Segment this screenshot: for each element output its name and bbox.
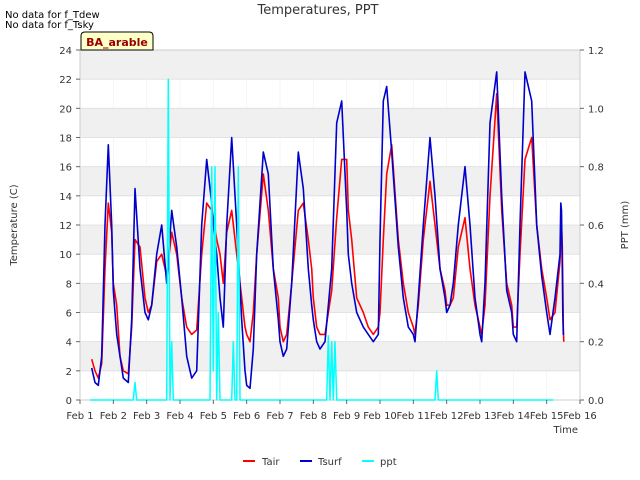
- x-axis-ticks: Feb 1 Feb 2 Feb 3 Feb 4 Feb 5 Feb 6 Feb 7 Feb 8…: [66, 400, 597, 422]
- right-y-tick-label: 0.2: [588, 338, 604, 349]
- series-line-ppt: [90, 78, 554, 401]
- right-y-tick-label: 0.0: [588, 396, 604, 407]
- x-tick-label: Feb 7: [266, 411, 293, 422]
- left-y-tick-label: 8: [66, 279, 72, 290]
- site-badge: BA_arable: [80, 31, 154, 51]
- plot-band: [80, 166, 580, 196]
- left-y-tick-label: 16: [59, 163, 72, 174]
- plot-band: [80, 79, 580, 109]
- right-y-tick-label: 1.2: [588, 46, 604, 57]
- x-tick-label: Feb 15: [530, 411, 564, 422]
- left-y-tick-label: 2: [66, 367, 72, 378]
- chart-title: Temperatures, PPT: [256, 3, 378, 18]
- plot-band: [80, 312, 580, 342]
- note-tdew: No data for f_Tdew: [5, 10, 100, 21]
- left-y-tick-label: 20: [59, 104, 72, 115]
- plot-band: [80, 137, 580, 167]
- left-y-tick-label: 18: [59, 134, 72, 145]
- left-y-tick-label: 24: [59, 46, 72, 57]
- left-y-tick-label: 12: [59, 221, 72, 232]
- plot-band: [80, 50, 580, 80]
- left-y-tick-label: 10: [59, 250, 72, 261]
- legend: Tair Tsurf ppt: [243, 457, 397, 468]
- left-y-tick-label: 6: [66, 309, 72, 320]
- right-y-tick-label: 1.0: [588, 104, 604, 115]
- site-badge-box: [80, 31, 154, 51]
- x-tick-label: Feb 4: [166, 411, 193, 422]
- x-tick-label: Feb 1: [66, 411, 93, 422]
- left-y-tick-label: 14: [59, 192, 72, 203]
- x-tick-label: Feb 6: [233, 411, 260, 422]
- x-tick-label: Feb 16: [563, 411, 597, 422]
- right-y-axis-ticks: 0.0 0.2 0.4 0.6 0.8 1.0 1.2: [580, 46, 604, 407]
- series-line-tsurf: [90, 71, 565, 390]
- x-tick-label: Feb 9: [333, 411, 360, 422]
- x-tick-label: Feb 5: [200, 411, 227, 422]
- x-axis-label: Time: [553, 425, 578, 436]
- x-tick-label: Feb 14: [497, 411, 531, 422]
- plot-background-bands: [80, 50, 580, 400]
- right-y-tick-label: 0.4: [588, 279, 604, 290]
- x-tick-label: Feb 8: [300, 411, 327, 422]
- right-y-axis-label: PPT (mm): [620, 201, 631, 250]
- plot-band: [80, 341, 580, 371]
- left-y-tick-label: 0: [66, 396, 72, 407]
- x-tick-label: Feb 10: [363, 411, 397, 422]
- left-y-tick-label: 4: [66, 338, 72, 349]
- right-y-tick-label: 0.8: [588, 163, 604, 174]
- left-y-axis-label: Temperature (C): [9, 184, 20, 266]
- x-tick-label: Feb 12: [430, 411, 464, 422]
- plot-band: [80, 108, 580, 138]
- legend-label-tsurf: Tsurf: [317, 457, 342, 468]
- series-layer: [90, 71, 565, 401]
- right-y-tick-label: 0.6: [588, 221, 604, 232]
- legend-label-ppt: ppt: [380, 457, 397, 468]
- site-badge-label: BA_arable: [86, 36, 148, 49]
- x-tick-label: Feb 2: [100, 411, 127, 422]
- legend-label-tair: Tair: [261, 457, 280, 468]
- left-y-tick-label: 22: [59, 75, 72, 86]
- note-tsky: No data for f_Tsky: [5, 20, 94, 31]
- x-tick-label: Feb 13: [463, 411, 497, 422]
- plot-band: [80, 195, 580, 225]
- x-tick-label: Feb 11: [397, 411, 431, 422]
- x-tick-label: Feb 3: [133, 411, 160, 422]
